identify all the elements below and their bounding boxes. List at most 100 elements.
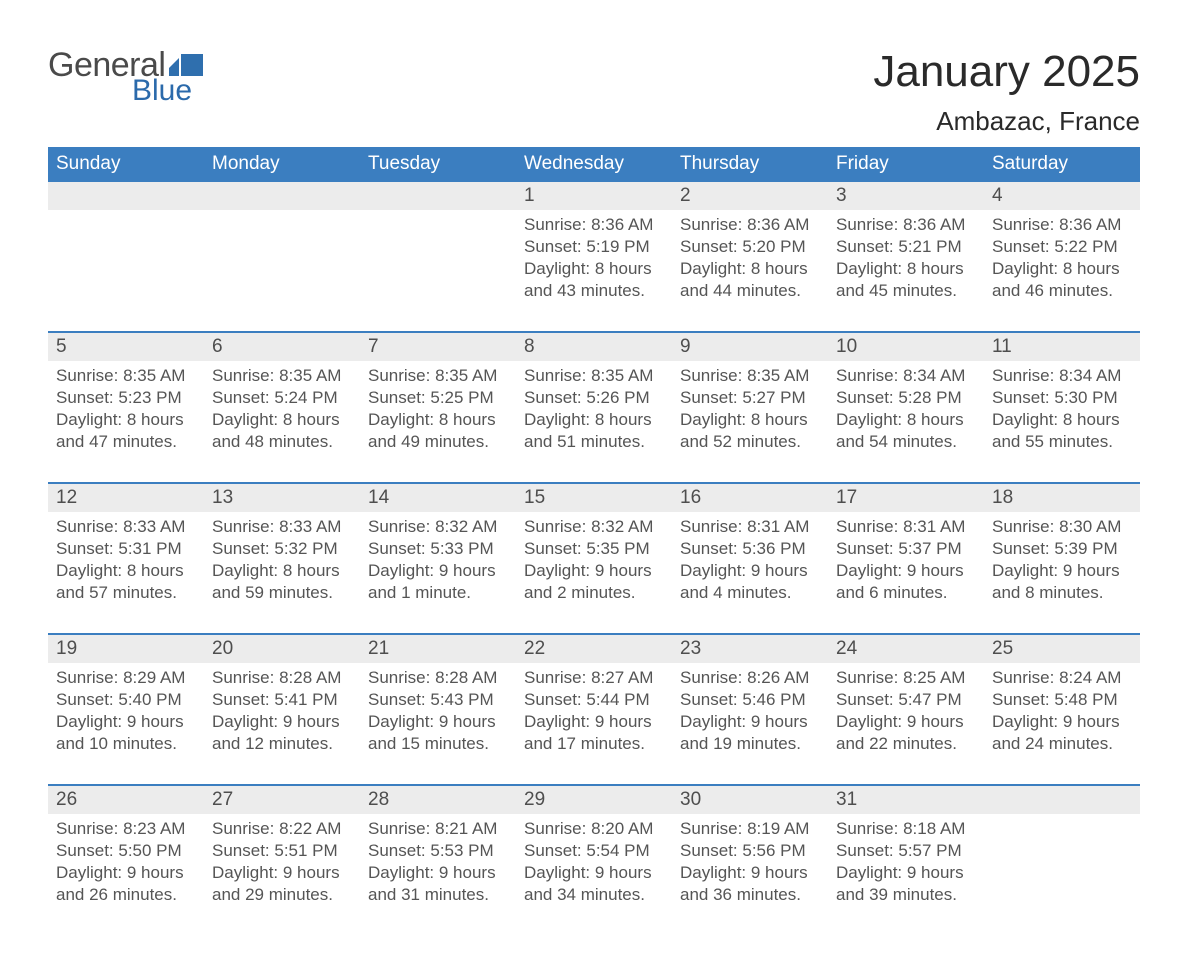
day-number-cell: 6 (204, 332, 360, 361)
daylight-line: Daylight: 9 hours and 36 minutes. (680, 863, 808, 904)
sunset-line: Sunset: 5:27 PM (680, 388, 806, 407)
sunrise-line: Sunrise: 8:32 AM (368, 517, 497, 536)
sunset-line: Sunset: 5:41 PM (212, 690, 338, 709)
sunrise-line: Sunrise: 8:35 AM (524, 366, 653, 385)
sunset-line: Sunset: 5:50 PM (56, 841, 182, 860)
day-detail-cell: Sunrise: 8:31 AMSunset: 5:37 PMDaylight:… (828, 512, 984, 634)
day-detail-cell: Sunrise: 8:25 AMSunset: 5:47 PMDaylight:… (828, 663, 984, 785)
day-header: Sunday (48, 147, 204, 182)
day-number-cell: 28 (360, 785, 516, 814)
day-number-cell: 16 (672, 483, 828, 512)
day-number-cell: 10 (828, 332, 984, 361)
daylight-line: Daylight: 8 hours and 48 minutes. (212, 410, 340, 451)
sunrise-line: Sunrise: 8:35 AM (56, 366, 185, 385)
day-number-cell: 5 (48, 332, 204, 361)
sunset-line: Sunset: 5:51 PM (212, 841, 338, 860)
week-detail-row: Sunrise: 8:36 AMSunset: 5:19 PMDaylight:… (48, 210, 1140, 332)
day-header: Saturday (984, 147, 1140, 182)
sunset-line: Sunset: 5:48 PM (992, 690, 1118, 709)
daylight-line: Daylight: 8 hours and 59 minutes. (212, 561, 340, 602)
day-detail-cell: Sunrise: 8:36 AMSunset: 5:19 PMDaylight:… (516, 210, 672, 332)
daylight-line: Daylight: 9 hours and 17 minutes. (524, 712, 652, 753)
day-detail-cell (204, 210, 360, 332)
sunrise-line: Sunrise: 8:31 AM (836, 517, 965, 536)
sunrise-line: Sunrise: 8:27 AM (524, 668, 653, 687)
day-detail-cell: Sunrise: 8:35 AMSunset: 5:23 PMDaylight:… (48, 361, 204, 483)
day-detail-cell: Sunrise: 8:19 AMSunset: 5:56 PMDaylight:… (672, 814, 828, 915)
day-number-cell: 30 (672, 785, 828, 814)
day-detail-cell: Sunrise: 8:28 AMSunset: 5:41 PMDaylight:… (204, 663, 360, 785)
day-of-week-header: SundayMondayTuesdayWednesdayThursdayFrid… (48, 147, 1140, 182)
day-detail-cell: Sunrise: 8:33 AM Sunset: 5:32 PM Daylight:… (204, 512, 360, 634)
day-detail-cell: Sunrise: 8:18 AMSunset: 5:57 PMDaylight:… (828, 814, 984, 915)
day-detail-cell: Sunrise: 8:27 AMSunset: 5:44 PMDaylight:… (516, 663, 672, 785)
sunset-line: Sunset: 5:47 PM (836, 690, 962, 709)
day-detail-cell: Sunrise: 8:32 AM Sunset: 5:35 PM Daylight:… (516, 512, 672, 634)
week-detail-row: Sunrise: 8:29 AMSunset: 5:40 PMDaylight:… (48, 663, 1140, 785)
sunrise-line: Sunrise: 8:34 AM (992, 366, 1121, 385)
sunrise-line: Sunrise: 8:29 AM (56, 668, 185, 687)
day-number-cell: 24 (828, 634, 984, 663)
sunrise-line: Sunrise: 8:33 AM (212, 517, 341, 536)
day-detail-cell: Sunrise: 8:23 AMSunset: 5:50 PMDaylight:… (48, 814, 204, 915)
daylight-line: Daylight: 9 hours and 26 minutes. (56, 863, 184, 904)
daylight-line: Daylight: 9 hours and 1 minute. (368, 561, 496, 602)
day-header: Wednesday (516, 147, 672, 182)
sunset-line: Sunset: 5:26 PM (524, 388, 650, 407)
daylight-line: Daylight: 9 hours and 2 minutes. (524, 561, 652, 602)
day-detail-cell: Sunrise: 8:20 AMSunset: 5:54 PMDaylight:… (516, 814, 672, 915)
sunset-line: Sunset: 5:30 PM (992, 388, 1118, 407)
week-number-row: 262728293031 (48, 785, 1140, 814)
day-detail-cell: Sunrise: 8:34 AMSunset: 5:30 PMDaylight:… (984, 361, 1140, 483)
sunset-line: Sunset: 5:33 PM (368, 539, 494, 558)
day-number-cell: 7 (360, 332, 516, 361)
daylight-line: Daylight: 9 hours and 15 minutes. (368, 712, 496, 753)
sunrise-line: Sunrise: 8:18 AM (836, 819, 965, 838)
daylight-line: Daylight: 8 hours and 46 minutes. (992, 259, 1120, 300)
daylight-line: Daylight: 9 hours and 12 minutes. (212, 712, 340, 753)
day-detail-cell: Sunrise: 8:35 AMSunset: 5:26 PMDaylight:… (516, 361, 672, 483)
daylight-line: Daylight: 9 hours and 8 minutes. (992, 561, 1120, 602)
daylight-line: Daylight: 9 hours and 19 minutes. (680, 712, 808, 753)
sunset-line: Sunset: 5:46 PM (680, 690, 806, 709)
week-detail-row: Sunrise: 8:23 AMSunset: 5:50 PMDaylight:… (48, 814, 1140, 915)
page-title: January 2025 (873, 48, 1140, 96)
day-number-cell: 4 (984, 182, 1140, 210)
day-detail-cell: Sunrise: 8:33 AMSunset: 5:31 PMDaylight:… (48, 512, 204, 634)
sunrise-line: Sunrise: 8:31 AM (680, 517, 809, 536)
day-number-cell: 12 (48, 483, 204, 512)
daylight-line: Daylight: 8 hours and 49 minutes. (368, 410, 496, 451)
sunset-line: Sunset: 5:37 PM (836, 539, 962, 558)
week-number-row: 19202122232425 (48, 634, 1140, 663)
sunrise-line: Sunrise: 8:35 AM (680, 366, 809, 385)
daylight-line: Daylight: 9 hours and 34 minutes. (524, 863, 652, 904)
day-number-cell (204, 182, 360, 210)
sunrise-line: Sunrise: 8:36 AM (992, 215, 1121, 234)
day-header: Thursday (672, 147, 828, 182)
sunset-line: Sunset: 5:57 PM (836, 841, 962, 860)
sunset-line: Sunset: 5:35 PM (524, 539, 650, 558)
sunrise-line: Sunrise: 8:32 AM (524, 517, 653, 536)
daylight-line: Daylight: 9 hours and 10 minutes. (56, 712, 184, 753)
sunset-line: Sunset: 5:28 PM (836, 388, 962, 407)
sunset-line: Sunset: 5:53 PM (368, 841, 494, 860)
day-detail-cell (984, 814, 1140, 915)
sunrise-line: Sunrise: 8:19 AM (680, 819, 809, 838)
sunrise-line: Sunrise: 8:25 AM (836, 668, 965, 687)
day-number-cell: 27 (204, 785, 360, 814)
day-detail-cell: Sunrise: 8:35 AMSunset: 5:25 PMDaylight:… (360, 361, 516, 483)
week-number-row: 12131415161718 (48, 483, 1140, 512)
sunset-line: Sunset: 5:43 PM (368, 690, 494, 709)
brand-logo: General Blue (48, 48, 203, 106)
week-number-row: 1234 (48, 182, 1140, 210)
daylight-line: Daylight: 8 hours and 52 minutes. (680, 410, 808, 451)
sunset-line: Sunset: 5:23 PM (56, 388, 182, 407)
day-number-cell: 18 (984, 483, 1140, 512)
sunrise-line: Sunrise: 8:28 AM (368, 668, 497, 687)
sunset-line: Sunset: 5:32 PM (212, 539, 338, 558)
day-number-cell (360, 182, 516, 210)
day-number-cell: 11 (984, 332, 1140, 361)
day-number-cell: 15 (516, 483, 672, 512)
location-label: Ambazac, France (873, 106, 1140, 137)
day-header: Friday (828, 147, 984, 182)
